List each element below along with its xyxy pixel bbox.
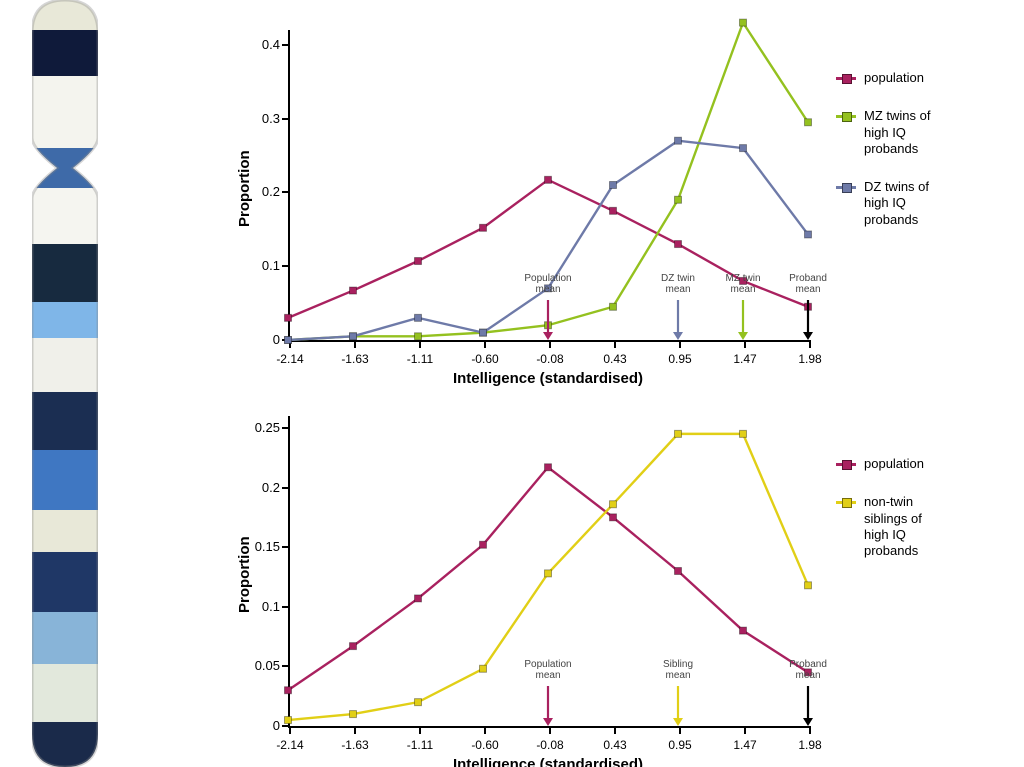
mean-marker-label: Probandmean	[780, 274, 836, 295]
x-tick-label: -1.63	[331, 352, 379, 366]
x-tick-label: -1.11	[396, 738, 444, 752]
mean-marker-label: Populationmean	[520, 274, 576, 295]
series-marker-population	[480, 541, 487, 548]
x-tick-label: 1.47	[721, 738, 769, 752]
series-line-population	[288, 180, 808, 318]
series-marker-mz	[610, 303, 617, 310]
series-marker-population	[285, 687, 292, 694]
x-tick-label: -0.60	[461, 738, 509, 752]
legend-item: non-twin siblings of high IQ probands	[836, 494, 946, 559]
legend-swatch	[836, 463, 856, 466]
series-line-population	[288, 467, 808, 690]
legend-label: DZ twins of high IQ probands	[864, 179, 946, 228]
legend-swatch	[836, 186, 856, 189]
series-marker-mz	[740, 19, 747, 26]
series-marker-sibling	[480, 665, 487, 672]
legend-label: non-twin siblings of high IQ probands	[864, 494, 946, 559]
series-marker-sibling	[675, 430, 682, 437]
series-marker-mz	[805, 119, 812, 126]
legend-item: MZ twins of high IQ probands	[836, 108, 946, 157]
series-marker-mz	[675, 196, 682, 203]
x-tick-label: -1.11	[396, 352, 444, 366]
legend-item: DZ twins of high IQ probands	[836, 179, 946, 228]
series-marker-sibling	[350, 711, 357, 718]
series-marker-population	[415, 258, 422, 265]
legend-swatch	[836, 501, 856, 504]
series-marker-dz	[350, 333, 357, 340]
series-marker-dz	[415, 314, 422, 321]
legend: population MZ twins of high IQ probands DZ…	[836, 70, 946, 250]
x-tick-label: 0.43	[591, 352, 639, 366]
x-tick-label: -1.63	[331, 738, 379, 752]
x-tick-label: -0.08	[526, 738, 574, 752]
series-marker-dz	[740, 145, 747, 152]
mean-marker-label: DZ twinmean	[650, 274, 706, 295]
series-marker-population	[545, 176, 552, 183]
mean-marker-label: Populationmean	[520, 660, 576, 681]
series-marker-population	[675, 241, 682, 248]
mean-marker-label: Probandmean	[780, 660, 836, 681]
y-tick-label: 0.05	[228, 658, 280, 673]
series-marker-sibling	[285, 717, 292, 724]
series-marker-sibling	[610, 501, 617, 508]
legend-label: population	[864, 456, 924, 472]
legend: population non-twin siblings of high IQ p…	[836, 456, 946, 581]
x-tick-label: -0.08	[526, 352, 574, 366]
charts-container: 0 0.1 0.2 0.3 0.4 -2.14 -1.63 -1.11 -0.60 -0.08 0.…	[220, 20, 1000, 767]
x-tick-label: 0.95	[656, 352, 704, 366]
y-tick-label: 0.25	[228, 420, 280, 435]
chromosome-ideogram	[32, 0, 98, 767]
x-tick-label: -2.14	[266, 738, 314, 752]
legend-label: MZ twins of high IQ probands	[864, 108, 946, 157]
series-marker-population	[610, 514, 617, 521]
y-tick-label: 0	[228, 718, 280, 733]
legend-item: population	[836, 456, 946, 472]
series-marker-dz	[285, 337, 292, 344]
legend-item: population	[836, 70, 946, 86]
x-tick-label: -2.14	[266, 352, 314, 366]
series-marker-population	[350, 643, 357, 650]
y-tick-label: 0.2	[228, 480, 280, 495]
series-marker-sibling	[805, 582, 812, 589]
chart-top: 00.10.20.30.4-2.14-1.63-1.11-0.60-0.080.…	[220, 20, 1008, 396]
y-tick-label: 0.4	[228, 37, 280, 52]
series-marker-population	[545, 464, 552, 471]
chart-bottom: 00.050.10.150.20.25-2.14-1.63-1.11-0.60-…	[220, 406, 1008, 767]
series-marker-population	[740, 627, 747, 634]
series-marker-sibling	[545, 570, 552, 577]
series-marker-population	[610, 207, 617, 214]
series-marker-population	[415, 595, 422, 602]
x-tick-label: -0.60	[461, 352, 509, 366]
series-marker-dz	[805, 231, 812, 238]
series-marker-population	[285, 314, 292, 321]
x-axis-label: Intelligence (standardised)	[288, 370, 808, 387]
series-marker-population	[480, 224, 487, 231]
chromosome-svg	[32, 0, 98, 767]
x-tick-label: 1.98	[786, 738, 834, 752]
x-tick-label: 1.47	[721, 352, 769, 366]
legend-label: population	[864, 70, 924, 86]
y-tick-label: 0	[228, 332, 280, 347]
series-marker-mz	[415, 333, 422, 340]
series-marker-population	[675, 568, 682, 575]
series-marker-dz	[480, 329, 487, 336]
x-axis-label: Intelligence (standardised)	[288, 756, 808, 767]
y-tick-label: 0.3	[228, 111, 280, 126]
x-tick-label: 0.95	[656, 738, 704, 752]
legend-swatch	[836, 77, 856, 80]
mean-marker-label: MZ twinmean	[715, 274, 771, 295]
series-marker-sibling	[415, 699, 422, 706]
series-marker-dz	[675, 137, 682, 144]
y-axis-label: Proportion	[236, 150, 253, 227]
y-tick-label: 0.1	[228, 258, 280, 273]
series-marker-population	[350, 287, 357, 294]
x-tick-label: 0.43	[591, 738, 639, 752]
mean-marker-label: Siblingmean	[650, 660, 706, 681]
y-axis-label: Proportion	[236, 536, 253, 613]
x-tick-label: 1.98	[786, 352, 834, 366]
series-marker-sibling	[740, 430, 747, 437]
legend-swatch	[836, 115, 856, 118]
series-marker-dz	[610, 182, 617, 189]
